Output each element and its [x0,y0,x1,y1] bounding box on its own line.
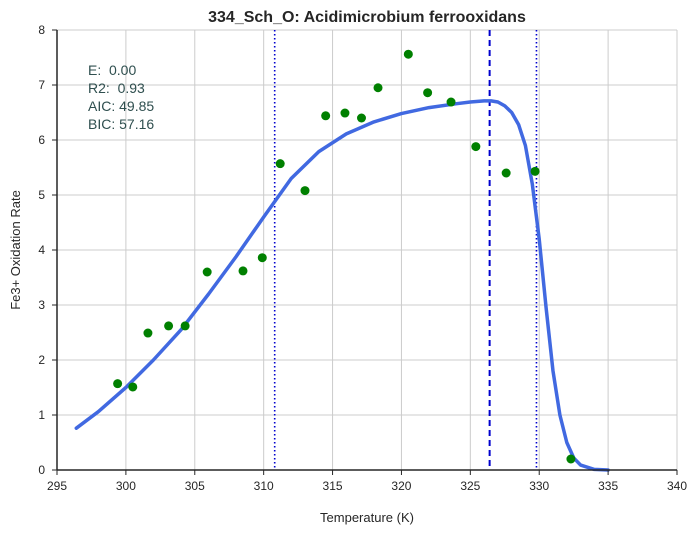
x-tick-label-320: 320 [391,479,411,493]
x-tick-label-325: 325 [460,479,480,493]
data-point [356,113,366,123]
y-tick-labels: 0 1 2 3 4 5 6 7 8 [38,23,57,477]
chart-title: 334_Sch_O: Acidimicrobium ferrooxidans [208,9,526,26]
data-point [471,142,481,152]
data-point [446,97,456,107]
stat-e: E: 0.00 [88,62,136,78]
data-point [566,454,576,464]
data-point [180,321,190,331]
data-point [257,253,267,263]
data-point [238,266,248,276]
y-tick-label-8: 8 [38,23,45,37]
y-tick-label-0: 0 [38,463,45,477]
x-axis-title: Temperature (K) [320,510,414,525]
y-tick-label-3: 3 [38,298,45,312]
data-point [202,267,212,277]
x-tick-label-315: 315 [323,479,343,493]
data-point [275,159,285,169]
data-point [113,379,123,389]
data-point [530,166,540,176]
data-point [423,88,433,98]
fit-curve-group [74,99,610,472]
reference-lines [273,30,538,470]
data-points [113,49,576,464]
data-point [501,168,511,178]
y-axis-title: Fe3+ Oxidation Rate [8,190,23,310]
y-tick-label-1: 1 [38,408,45,422]
y-tick-label-7: 7 [38,78,45,92]
fit-statistics: E: 0.00 R2: 0.93 AIC: 49.85 BIC: 57.16 [88,62,154,132]
data-point [300,186,310,196]
y-tick-label-2: 2 [38,353,45,367]
data-point [403,49,413,59]
data-point [321,111,331,121]
grid [57,29,678,470]
stat-aic: AIC: 49.85 [88,98,154,114]
x-tick-label-300: 300 [116,479,136,493]
stat-bic: BIC: 57.16 [88,116,154,132]
x-tick-label-335: 335 [598,479,618,493]
y-tick-label-6: 6 [38,133,45,147]
x-tick-label-295: 295 [47,479,67,493]
fit-curve [74,99,610,472]
x-tick-labels: 295 300 305 310 315 320 325 330 335 340 [47,470,687,493]
data-point [164,321,174,331]
x-tick-label-340: 340 [667,479,687,493]
x-tick-label-330: 330 [529,479,549,493]
data-point [128,382,138,392]
data-point [340,108,350,118]
x-tick-label-305: 305 [185,479,205,493]
y-tick-label-4: 4 [38,243,45,257]
data-point [143,328,153,338]
y-tick-label-5: 5 [38,188,45,202]
x-tick-label-310: 310 [254,479,274,493]
data-point [373,83,383,93]
stat-r2: R2: 0.93 [88,80,145,96]
